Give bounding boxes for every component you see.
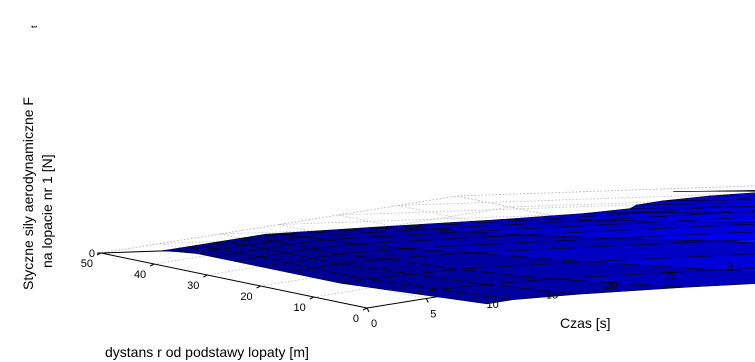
x-tick-label: 20 — [605, 280, 617, 292]
x-tick-label: 15 — [546, 290, 558, 302]
x-tick-mark — [366, 307, 370, 313]
z-axis-label: Styczne sily aerodynamiczne F t na lopac… — [20, 25, 55, 290]
y-tick-label: 10 — [294, 302, 306, 314]
y-tick-label: 30 — [187, 280, 199, 292]
x-tick-label: 5 — [430, 309, 436, 321]
gridline — [100, 195, 458, 254]
x-tick-label: 0 — [371, 318, 377, 330]
surface-patch — [707, 192, 755, 197]
x-axis-label: Czas [s] — [560, 315, 611, 331]
z-axis-label-subscript: t — [29, 25, 39, 28]
y-tick-label: 0 — [353, 313, 359, 325]
surface — [160, 190, 755, 305]
surface-patch — [718, 190, 755, 192]
surface-patch — [717, 268, 755, 273]
y-tick-label: 40 — [134, 269, 146, 281]
surface-patch — [717, 239, 755, 244]
y-axis-line — [100, 252, 368, 309]
x-tick-mark — [425, 298, 429, 303]
x-tick-label: 3 — [727, 261, 733, 273]
gridline — [397, 192, 755, 206]
x-tick-label: 10 — [487, 299, 499, 311]
surface-patch — [413, 289, 514, 305]
surface-patch — [727, 197, 755, 201]
x-tick-label: 25 — [665, 271, 677, 283]
gridline — [456, 185, 755, 197]
gridline — [563, 211, 755, 219]
y-tick-mark — [149, 263, 155, 267]
z-tick-label: 0 — [89, 248, 95, 260]
gridline — [456, 185, 755, 197]
tick-labels: 0510152025301020304050050010001500200025… — [81, 248, 733, 330]
z-axis-label-line2: na lopacie nr 1 [N] — [39, 154, 55, 268]
surface-patch — [673, 190, 755, 192]
gridline — [338, 200, 755, 216]
gridline — [510, 198, 755, 208]
y-tick-mark — [362, 307, 368, 311]
y-tick-mark — [256, 285, 261, 289]
y-tick-mark — [203, 274, 208, 278]
y-axis-label: dystans r od podstawy lopaty [m] — [105, 344, 309, 360]
surface-patch — [739, 210, 755, 213]
y-tick-mark — [309, 296, 315, 300]
y-tick-label: 20 — [240, 291, 252, 303]
y-tick-label: 50 — [81, 258, 93, 270]
z-axis-label-line1: Styczne sily aerodynamiczne F — [20, 97, 36, 290]
